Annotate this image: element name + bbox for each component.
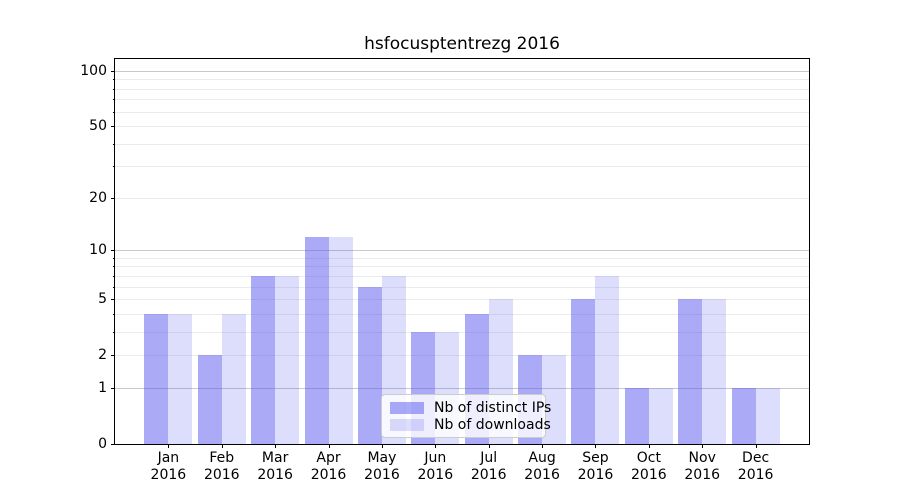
gridline-minor xyxy=(115,313,809,315)
x-tick-label: Aug 2016 xyxy=(524,450,560,483)
y-tick-label: 100 xyxy=(80,62,107,79)
bar-ips-nov xyxy=(678,299,703,444)
x-tick xyxy=(275,444,277,448)
y-tick-minor xyxy=(113,299,115,301)
bar-downloads-nov xyxy=(702,299,727,444)
bar-ips-may xyxy=(357,286,382,444)
y-tick xyxy=(111,250,115,252)
y-tick-minor xyxy=(113,143,115,145)
y-tick-minor xyxy=(113,275,115,277)
x-tick-label: Sep 2016 xyxy=(577,450,614,483)
gridline-major xyxy=(115,250,809,252)
x-tick-label: Jul 2016 xyxy=(470,450,507,483)
gridline-minor xyxy=(115,88,809,90)
y-tick-minor xyxy=(113,331,115,333)
gridline-minor xyxy=(115,166,809,168)
x-tick xyxy=(168,444,170,448)
y-tick-minor xyxy=(113,166,115,168)
gridline-minor xyxy=(115,143,809,145)
x-tick-label: Oct 2016 xyxy=(631,450,667,483)
gridline-minor xyxy=(115,257,809,259)
x-tick xyxy=(702,444,704,448)
gridline-minor xyxy=(115,299,809,301)
y-tick-label: 0 xyxy=(98,436,107,452)
gridline-major xyxy=(115,70,809,72)
x-tick-label: Jun 2016 xyxy=(417,450,454,483)
bar-ips-apr xyxy=(304,236,329,444)
bar-downloads-aug xyxy=(542,355,567,444)
legend-label-distinct-ips: Nb of distinct IPs xyxy=(434,399,552,416)
y-tick-minor xyxy=(113,111,115,113)
x-tick xyxy=(542,444,544,448)
bar-downloads-jan xyxy=(168,313,193,444)
y-tick-label: 50 xyxy=(89,118,107,135)
bar-ips-oct xyxy=(624,387,649,444)
plot-area: Nb of distinct IPs Nb of downloads Jan 2… xyxy=(80,58,810,483)
legend-item-distinct-ips: Nb of distinct IPs xyxy=(390,399,551,416)
y-tick xyxy=(111,444,115,445)
x-tick-label: Jan 2016 xyxy=(150,450,187,483)
y-tick-minor xyxy=(113,313,115,315)
legend-item-downloads: Nb of downloads xyxy=(390,416,551,433)
bar-downloads-apr xyxy=(328,236,353,444)
y-tick-minor xyxy=(113,197,115,199)
legend-swatch-distinct-ips xyxy=(390,401,424,414)
x-tick xyxy=(488,444,490,448)
bar-ips-jan xyxy=(144,313,169,444)
x-tick xyxy=(381,444,383,448)
y-tick-minor xyxy=(113,286,115,288)
x-tick-label: Nov 2016 xyxy=(684,450,721,483)
gridline-minor xyxy=(115,99,809,101)
gridline-minor xyxy=(115,197,809,199)
bar-ips-mar xyxy=(251,275,276,444)
x-tick-label: Apr 2016 xyxy=(310,450,347,483)
x-tick xyxy=(328,444,330,448)
gridline-minor xyxy=(115,111,809,113)
y-tick xyxy=(111,70,115,72)
legend-swatch-downloads xyxy=(390,418,424,431)
x-tick xyxy=(755,444,757,448)
y-tick-minor xyxy=(113,88,115,90)
bar-ips-feb xyxy=(197,355,222,444)
bar-downloads-dec xyxy=(755,387,780,444)
gridline-minor xyxy=(115,126,809,128)
bar-downloads-mar xyxy=(275,275,300,444)
bar-downloads-feb xyxy=(221,313,246,444)
gridline-minor xyxy=(115,79,809,81)
x-tick xyxy=(221,444,223,448)
legend: Nb of distinct IPs Nb of downloads xyxy=(381,394,551,438)
y-tick-minor xyxy=(113,257,115,259)
x-tick-label: Mar 2016 xyxy=(257,450,293,483)
bar-downloads-sep xyxy=(595,275,620,444)
gridline-minor xyxy=(115,331,809,333)
y-tick-minor xyxy=(113,126,115,128)
x-tick-label: Feb 2016 xyxy=(203,450,240,483)
bar-ips-sep xyxy=(571,299,596,444)
chart-title: hsfocusptentrezg 2016 xyxy=(364,34,560,54)
y-tick-minor xyxy=(113,99,115,101)
y-tick-minor xyxy=(113,355,115,357)
y-tick-label: 2 xyxy=(98,347,107,364)
bar-downloads-oct xyxy=(648,387,673,444)
y-tick-minor xyxy=(113,79,115,81)
x-tick xyxy=(435,444,437,448)
gridline-minor xyxy=(115,266,809,268)
gridline-minor xyxy=(115,286,809,288)
y-tick xyxy=(111,387,115,389)
x-tick xyxy=(648,444,650,448)
x-tick-label: May 2016 xyxy=(364,450,400,483)
legend-label-downloads: Nb of downloads xyxy=(434,416,551,433)
gridline-minor xyxy=(115,275,809,277)
gridline-minor xyxy=(115,355,809,357)
y-tick-minor xyxy=(113,266,115,268)
bar-ips-dec xyxy=(731,387,756,444)
y-tick-label: 1 xyxy=(98,379,107,396)
y-tick-label: 10 xyxy=(89,242,107,259)
gridline-major xyxy=(115,387,809,389)
x-tick xyxy=(595,444,597,448)
y-tick-label: 20 xyxy=(89,189,107,206)
x-tick-label: Dec 2016 xyxy=(737,450,774,483)
y-tick-label: 5 xyxy=(98,291,107,308)
